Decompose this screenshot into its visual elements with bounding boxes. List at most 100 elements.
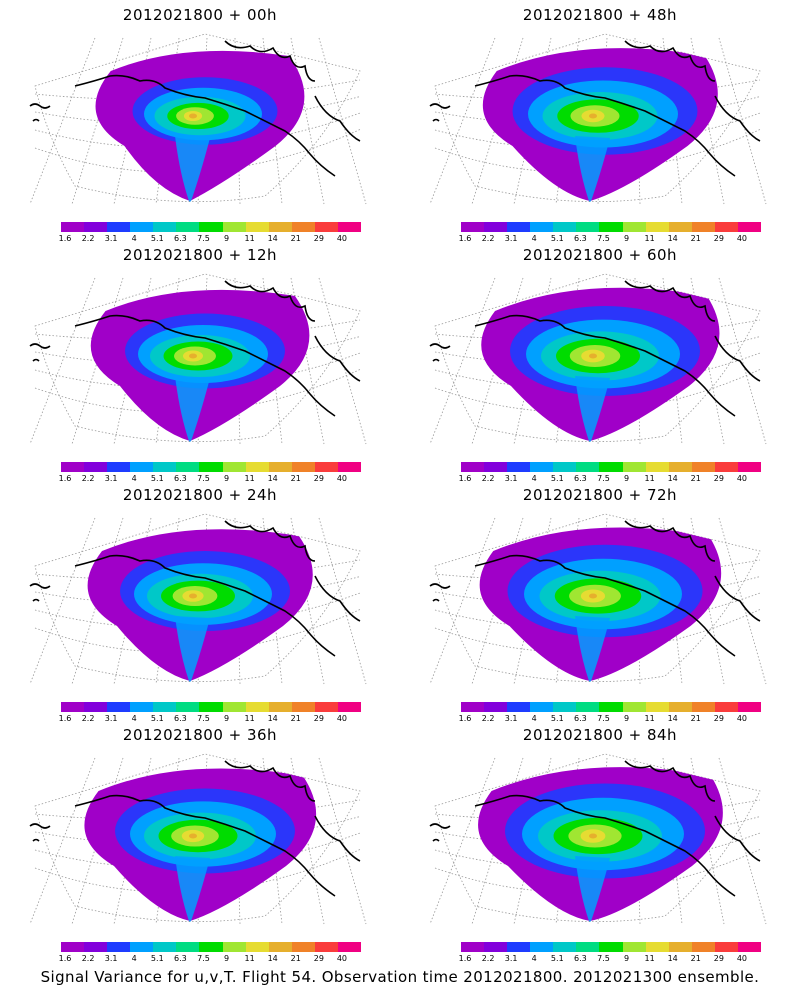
variance-field — [479, 527, 722, 682]
colorbar-swatch — [84, 222, 108, 232]
colorbar-tick-label: 29 — [713, 474, 724, 483]
colorbar-swatch — [645, 462, 669, 472]
colorbar-swatch — [668, 942, 692, 952]
colorbar-tick-label: 5.1 — [550, 954, 564, 963]
colorbar-tick-label: 2.2 — [481, 714, 495, 723]
colorbar-tick-label: 5.1 — [150, 954, 164, 963]
colorbar-tick-label: 11 — [244, 474, 255, 483]
colorbar-tick-label: 21 — [290, 714, 301, 723]
colorbar-swatch — [107, 942, 131, 952]
variance-map — [29, 273, 367, 445]
colorbar-tick-label: 7.5 — [597, 954, 610, 963]
variance-field — [84, 768, 317, 922]
colorbar-swatch — [645, 942, 669, 952]
colorbar-tick-label: 14 — [267, 954, 278, 963]
colorbar-tick-label: 40 — [736, 474, 748, 483]
colorbar-tick-label: 4 — [131, 474, 137, 483]
colorbar-swatch — [553, 942, 577, 952]
colorbar-swatch — [507, 702, 531, 712]
colorbar-swatch — [61, 222, 85, 232]
colorbar-tick-label: 1.6 — [58, 954, 72, 963]
colorbar — [61, 222, 362, 232]
colorbar-swatch — [599, 462, 623, 472]
variance-field — [90, 289, 310, 442]
colorbar-tick-label: 2.2 — [481, 474, 495, 483]
variance-field — [478, 767, 723, 922]
colorbar-swatch — [107, 462, 131, 472]
colorbar-swatch — [622, 222, 646, 232]
colorbar-swatch — [461, 702, 485, 712]
colorbar-labels: 1.6 2.2 3.1 4 5.1 6.3 7.5 9 11 14 21 29 40 — [459, 234, 761, 244]
variance-field — [95, 50, 305, 202]
colorbar-tick-label: 7.5 — [197, 954, 210, 963]
colorbar-swatch — [199, 462, 223, 472]
colorbar — [61, 942, 362, 952]
colorbar-tick-label: 9 — [223, 474, 230, 483]
colorbar-swatch — [553, 462, 577, 472]
colorbar-swatch — [576, 222, 600, 232]
variance-field — [482, 48, 718, 202]
colorbar-swatch — [176, 462, 200, 472]
colorbar-swatch — [291, 222, 315, 232]
colorbar-tick-label: 40 — [336, 474, 348, 483]
colorbar-swatch — [599, 222, 623, 232]
variance-map — [29, 753, 367, 925]
map-panel: 2012021800 + 36h 1.6 2.2 3.1 4 5.1 6.3 7.5 9 11 14… — [0, 720, 400, 963]
colorbar-swatch — [622, 942, 646, 952]
panel-title: 2012021800 + 84h — [522, 726, 678, 744]
colorbar-tick-label: 5.1 — [150, 234, 164, 243]
colorbar-swatch — [668, 702, 692, 712]
colorbar-tick-label: 9 — [223, 954, 230, 963]
colorbar-tick-label: 29 — [313, 234, 324, 243]
colorbar-tick-label: 6.3 — [174, 714, 187, 723]
colorbar-swatch — [199, 702, 223, 712]
colorbar-swatch — [737, 222, 762, 232]
colorbar-swatch — [291, 942, 315, 952]
colorbar-swatch — [61, 942, 85, 952]
colorbar-swatch — [530, 942, 554, 952]
colorbar — [461, 702, 762, 712]
map-panel: 2012021800 + 00h 1.6 2.2 3.1 4 5.1 6.3 7.5 9 11 14… — [0, 0, 400, 243]
colorbar — [61, 702, 362, 712]
colorbar-tick-label: 1.6 — [458, 714, 472, 723]
colorbar — [461, 942, 762, 952]
colorbar-tick-label: 1.6 — [458, 954, 472, 963]
panel-title: 2012021800 + 60h — [522, 246, 678, 264]
colorbar-swatch — [176, 942, 200, 952]
colorbar-tick-label: 5.1 — [150, 714, 164, 723]
colorbar-swatch — [153, 222, 177, 232]
colorbar-swatch — [599, 942, 623, 952]
colorbar-tick-label: 1.6 — [58, 234, 72, 243]
colorbar-swatch — [130, 942, 154, 952]
colorbar-swatch — [245, 702, 269, 712]
colorbar-swatch — [622, 462, 646, 472]
panel-title: 2012021800 + 12h — [122, 246, 278, 264]
colorbar-swatch — [107, 222, 131, 232]
colorbar-tick-label: 2.2 — [481, 954, 495, 963]
colorbar-swatch — [691, 222, 715, 232]
colorbar-swatch — [714, 462, 738, 472]
colorbar-tick-label: 9 — [623, 474, 630, 483]
colorbar-tick-label: 21 — [690, 474, 701, 483]
colorbar-swatch — [507, 222, 531, 232]
colorbar-tick-label: 9 — [223, 714, 230, 723]
colorbar-tick-label: 21 — [690, 714, 701, 723]
colorbar-tick-label: 11 — [244, 714, 255, 723]
colorbar-swatch — [668, 462, 692, 472]
colorbar-labels: 1.6 2.2 3.1 4 5.1 6.3 7.5 9 11 14 21 29 40 — [58, 954, 361, 964]
colorbar-swatch — [153, 702, 177, 712]
colorbar-swatch — [314, 462, 338, 472]
colorbar-tick-label: 29 — [313, 474, 324, 483]
colorbar-swatch — [737, 462, 762, 472]
panel-title: 2012021800 + 36h — [122, 726, 278, 744]
colorbar-tick-label: 3.1 — [104, 474, 118, 483]
colorbar-tick-label: 14 — [667, 954, 678, 963]
map-panel: 2012021800 + 72h 1.6 2.2 3.1 4 5.1 6.3 7.5 9 11 14… — [400, 480, 800, 723]
colorbar-tick-label: 40 — [736, 234, 748, 243]
map-panel: 2012021800 + 12h 1.6 2.2 3.1 4 5.1 6.3 7.5 9 11 14… — [0, 240, 400, 483]
colorbar-tick-label: 2.2 — [81, 714, 95, 723]
colorbar-tick-label: 6.3 — [574, 954, 587, 963]
colorbar-tick-label: 6.3 — [174, 474, 187, 483]
colorbar-swatch — [245, 942, 269, 952]
coastline — [429, 280, 761, 417]
